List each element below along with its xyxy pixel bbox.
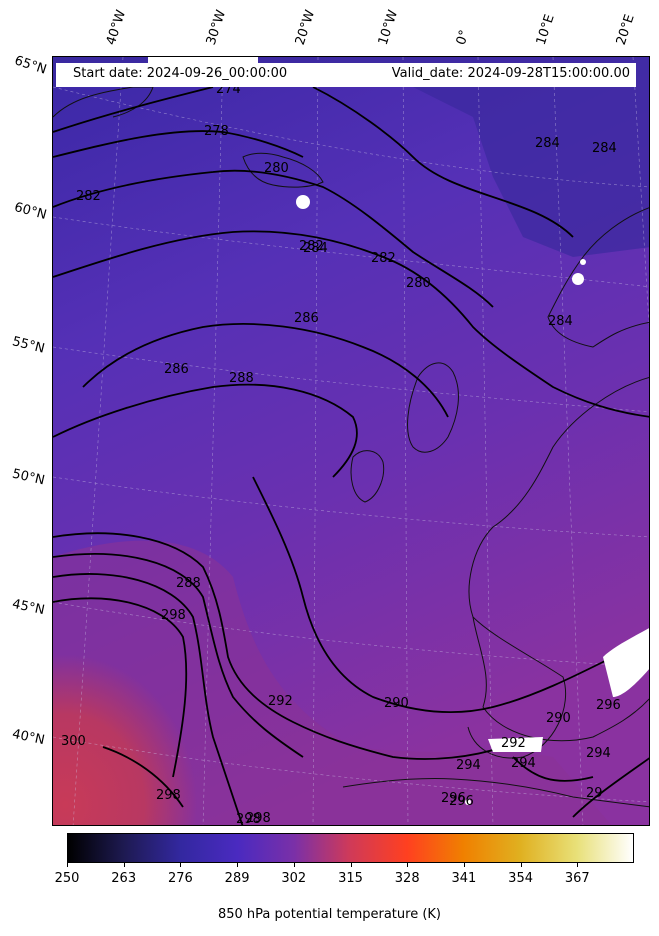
contour-label: 280: [406, 276, 431, 291]
graticule: [53, 57, 649, 825]
contour-label: 286: [164, 362, 189, 377]
contour-label: 298: [156, 788, 181, 803]
contour-label: 296: [449, 794, 474, 809]
colorbar-tick-label: 354: [508, 871, 534, 886]
colorbar-tick-label: 276: [167, 871, 193, 886]
contour-label: 282: [299, 239, 324, 254]
colorbar-tickmark: [237, 863, 239, 867]
longitude-label: 0°: [453, 28, 473, 47]
longitude-label: 30°W: [203, 8, 230, 47]
hot-region: [53, 553, 293, 825]
latitude-label: 55°N: [10, 334, 47, 357]
map-panel: 274 278 280 282 282 282 284 284 284 284 280 286 286 2…: [52, 56, 650, 826]
colorbar-tickmark: [463, 863, 465, 867]
contour-label: 280: [264, 161, 289, 176]
contour-label: 284: [548, 314, 573, 329]
contour-label: 284: [303, 241, 328, 256]
start-date-label: Start date: 2024-09-26_00:00:00: [73, 66, 288, 81]
colorbar-tick-label: 367: [564, 871, 590, 886]
colorbar-tick-label: 302: [281, 871, 307, 886]
contour-label: 300: [61, 734, 86, 749]
contour-label: 29: [586, 786, 603, 801]
contour-label: 288: [176, 576, 201, 591]
contour-label: 282: [76, 189, 101, 204]
colorbar-tick-label: 289: [224, 871, 250, 886]
contour-label: 282: [371, 251, 396, 266]
colorbar-tickmark: [577, 863, 579, 867]
coast-greenland: [53, 86, 154, 118]
valid-date-label: Valid_date: 2024-09-28T15:00:00.00: [391, 66, 630, 81]
coastlines: [53, 86, 649, 808]
colorbar-tickmark: [293, 863, 295, 867]
coast-scandinavia: [547, 207, 649, 348]
contour-label: 284: [592, 141, 617, 156]
contour-label: 296: [596, 698, 621, 713]
coast-europe: [468, 377, 649, 742]
longitude-label: 10°W: [375, 8, 402, 47]
contour-label: 286: [294, 311, 319, 326]
colorbar: [67, 833, 634, 863]
colorbar-tickmark: [350, 863, 352, 867]
latitude-label: 50°N: [10, 466, 47, 489]
contour-label: 284: [535, 136, 560, 151]
contour-label: 298: [161, 608, 186, 623]
coast-iberia: [467, 616, 567, 759]
contour-label: 288: [229, 371, 254, 386]
colorbar-tickmark: [520, 863, 522, 867]
colorbar-tick-label: 263: [111, 871, 137, 886]
longitude-label: 20°E: [613, 12, 638, 48]
colorbar-tickmark: [180, 863, 182, 867]
latitude-label: 60°N: [12, 200, 49, 223]
colorbar-label: 850 hPa potential temperature (K): [217, 907, 441, 922]
colorbar-tick-label: 250: [54, 871, 80, 886]
longitude-label: 40°W: [103, 8, 130, 47]
latitude-label: 65°N: [12, 53, 49, 78]
colorbar-tickmark: [67, 863, 68, 867]
contour-label: 294: [456, 758, 481, 773]
cold-region: [53, 57, 649, 257]
contour-label: 298: [236, 812, 261, 826]
contour-lines: [53, 86, 649, 825]
contour-label: 294: [586, 746, 611, 761]
coast-ireland: [350, 450, 385, 503]
colorbar-tickmark: [407, 863, 409, 867]
contour-label: 298: [246, 811, 271, 826]
colorbar-tick-label: 328: [394, 871, 420, 886]
coast-africa: [342, 778, 649, 808]
contour-label: 290: [546, 711, 571, 726]
longitude-label: 20°W: [292, 8, 319, 47]
contour-label: 296: [441, 791, 466, 806]
title-background: [56, 63, 636, 87]
coast-iceland: [242, 152, 324, 188]
longitude-label: 10°E: [533, 12, 558, 48]
contour-label: 294: [511, 756, 536, 771]
colorbar-tick-label: 315: [338, 871, 363, 886]
contour-label: 292: [268, 694, 293, 709]
contour-label: 292: [501, 736, 526, 751]
colorbar-tick-label: 341: [451, 871, 477, 886]
contour-label: 290: [384, 696, 409, 711]
latitude-label: 40°N: [10, 726, 46, 749]
colorbar-tickmark: [123, 863, 125, 867]
contour-label: 278: [204, 124, 229, 139]
latitude-label: 45°N: [10, 596, 46, 619]
coast-british-isles: [407, 362, 459, 453]
